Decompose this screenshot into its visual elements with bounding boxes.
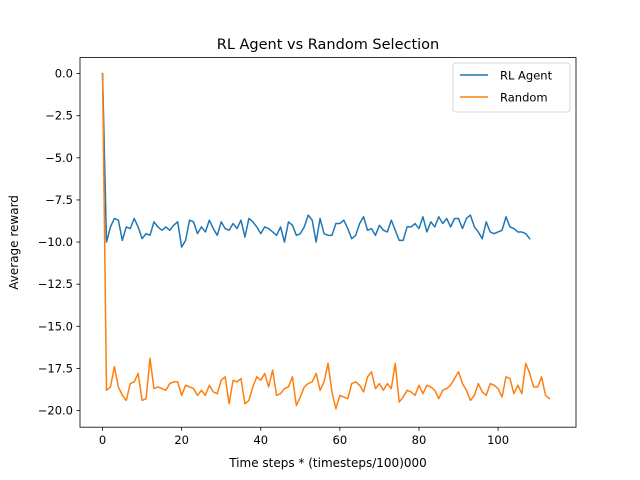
x-tick-label: 20 [174, 433, 189, 447]
legend-label-rl-agent: RL Agent [500, 69, 553, 83]
y-axis-label: Average reward [7, 195, 21, 290]
x-tick-label: 80 [412, 433, 427, 447]
x-axis-ticks: 0 20 40 60 80 100 [99, 427, 509, 447]
y-tick-label: −15.0 [38, 319, 73, 333]
y-tick-label: −5.0 [45, 151, 73, 165]
y-tick-label: −17.5 [38, 361, 73, 375]
y-tick-label: −2.5 [45, 109, 73, 123]
y-tick-label: −20.0 [38, 404, 73, 418]
x-tick-label: 60 [333, 433, 348, 447]
plot-lines [101, 72, 551, 410]
chart-title: RL Agent vs Random Selection [217, 37, 440, 53]
y-axis-ticks: 0.0 −2.5 −5.0 −7.5 −10.0 −12.5 −15.0 −17.5 −20.0 [38, 67, 80, 418]
series-line-random [101, 72, 551, 410]
legend-label-random: Random [500, 91, 548, 105]
x-axis-label: Time steps * (timesteps/100)000 [228, 456, 427, 470]
legend: RL Agent Random [452, 62, 571, 113]
series-line-rl-agent [101, 72, 531, 248]
y-tick-label: 0.0 [55, 67, 73, 81]
x-tick-label: 0 [99, 433, 106, 447]
x-tick-label: 100 [487, 433, 509, 447]
axes-frame [79, 57, 577, 428]
y-tick-label: −7.5 [45, 193, 73, 207]
y-tick-label: −12.5 [38, 277, 73, 291]
y-tick-label: −10.0 [38, 235, 73, 249]
x-tick-label: 40 [253, 433, 268, 447]
